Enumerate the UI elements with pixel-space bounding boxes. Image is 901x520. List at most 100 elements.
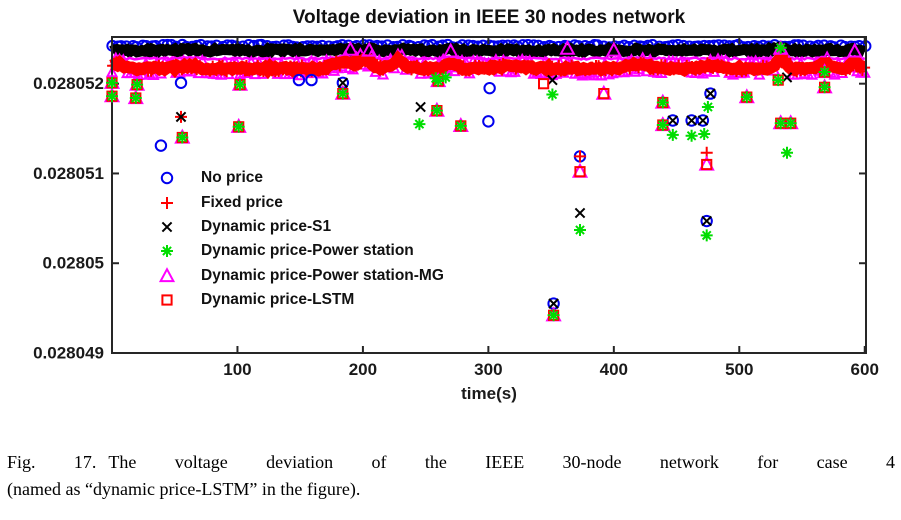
- point-lstm: [574, 166, 586, 178]
- band-marker-fixed_price: [292, 61, 302, 71]
- band-marker-fixed_price: [458, 60, 468, 70]
- point-mg: [361, 41, 378, 57]
- point-power_station: [232, 120, 245, 133]
- band-marker-fixed_price: [782, 54, 792, 64]
- band-marker-fixed_price: [625, 65, 635, 75]
- point-no_price: [482, 115, 495, 128]
- point-no_price: [696, 114, 710, 127]
- band-marker-fixed_price: [554, 59, 564, 69]
- point-power_station: [413, 118, 426, 131]
- point-power_station: [700, 229, 713, 242]
- band-marker-fixed_price: [392, 52, 401, 62]
- caption-text: The voltage deviation of the IEEE 30-nod…: [108, 452, 895, 472]
- caption-line-1: Fig. 17. The voltage deviation of the IEE…: [7, 449, 895, 476]
- point-power_station: [129, 92, 142, 104]
- band-marker-fixed_price: [318, 66, 327, 75]
- band-marker-fixed_price: [241, 60, 251, 69]
- band-marker-fixed_price: [253, 59, 263, 69]
- band-marker-fixed_price: [111, 56, 121, 66]
- band-marker-fixed_price: [669, 66, 679, 76]
- band-marker-fixed_price: [311, 63, 321, 72]
- band-marker-fixed_price: [401, 63, 411, 73]
- y-tick-label: 0.028052: [33, 74, 104, 93]
- legend-label-no_price: No price: [201, 169, 264, 187]
- point-lstm: [701, 158, 713, 171]
- point-power_station: [774, 41, 787, 54]
- x-tick-label: 200: [349, 360, 377, 379]
- point-s1: [697, 115, 709, 126]
- band-marker-fixed_price: [436, 65, 446, 75]
- band-marker-fixed_price: [506, 62, 516, 71]
- legend-item-lstm: Dynamic price-LSTM: [149, 288, 444, 312]
- legend-item-power_station: Dynamic price-Power station: [149, 239, 444, 263]
- band-marker-fixed_price: [653, 66, 663, 76]
- band-marker-fixed_price: [424, 65, 434, 75]
- band-marker-fixed_price: [489, 61, 499, 71]
- legend-marker-triangle-icon: [158, 266, 176, 282]
- band-marker-fixed_price: [841, 67, 851, 77]
- band-marker-fixed_price: [735, 63, 745, 73]
- point-mg: [605, 41, 622, 57]
- band-marker-fixed_price: [378, 66, 388, 76]
- band-marker-fixed_price: [229, 64, 238, 74]
- legend-item-mg: Dynamic price-Power station-MG: [149, 264, 444, 288]
- point-power_station: [772, 74, 785, 87]
- legend-marker-triangle-icon: [158, 266, 176, 282]
- legend-marker-plus-icon: [161, 196, 173, 209]
- band-marker-fixed_price: [572, 67, 582, 77]
- band-marker-fixed_price: [453, 64, 463, 74]
- y-tick-label: 0.028049: [33, 344, 104, 363]
- point-power_station: [774, 117, 787, 130]
- point-power_station: [106, 90, 118, 103]
- band-marker-fixed_price: [573, 61, 583, 71]
- point-s1: [415, 101, 426, 113]
- x-tick-label: 100: [223, 360, 251, 379]
- point-fixed_price: [574, 150, 586, 163]
- point-s1: [547, 74, 558, 86]
- point-power_station: [656, 119, 669, 131]
- legend-item-no_price: No price: [149, 166, 444, 190]
- band-marker-fixed_price: [265, 60, 275, 70]
- legend-label-mg: Dynamic price-Power station-MG: [201, 266, 444, 284]
- legend-marker-plus-icon: [161, 196, 173, 209]
- band-marker-fixed_price: [444, 56, 454, 66]
- band-marker-fixed_price: [146, 67, 156, 77]
- point-power_station: [439, 71, 452, 84]
- point-power_station: [336, 87, 349, 100]
- band-marker-fixed_price: [335, 62, 345, 72]
- band-marker-fixed_price: [680, 66, 690, 76]
- band-fringe-mg: [828, 68, 841, 80]
- band-marker-fixed_price: [195, 60, 205, 70]
- band-marker-fixed_price: [481, 63, 491, 73]
- band-marker-fixed_price: [474, 60, 484, 69]
- band-marker-fixed_price: [777, 59, 787, 69]
- point-power_station: [547, 309, 560, 322]
- band-marker-fixed_price: [617, 63, 627, 73]
- point-power_station: [106, 76, 118, 89]
- band-marker-fixed_price: [674, 59, 684, 69]
- series-points-fixed_price: [175, 110, 713, 163]
- band-marker-fixed_price: [788, 66, 797, 76]
- point-power_station: [176, 131, 189, 144]
- legend-marker-circle-icon: [160, 171, 174, 185]
- legend-marker-asterisk-icon: [161, 245, 173, 258]
- band-marker-fixed_price: [708, 64, 718, 74]
- point-power_station: [234, 78, 246, 91]
- band-marker-fixed_price: [634, 64, 644, 74]
- point-power_station: [701, 101, 714, 113]
- point-no_price: [174, 76, 188, 89]
- series-points-s1: [175, 72, 793, 309]
- band-marker-fixed_price: [154, 59, 164, 69]
- point-mg: [342, 40, 359, 56]
- point-power_station: [818, 81, 831, 94]
- band-marker-fixed_price: [848, 58, 858, 68]
- point-power_station: [781, 146, 793, 159]
- point-power_station: [429, 72, 442, 85]
- band-marker-fixed_price: [129, 65, 139, 75]
- band-marker-fixed_price: [244, 67, 254, 77]
- point-power_station: [131, 78, 144, 91]
- point-mg: [442, 42, 459, 58]
- point-s1: [701, 215, 713, 227]
- caption-line-2: (named as “dynamic price-LSTM” in the fi…: [7, 479, 361, 499]
- point-s1: [337, 77, 349, 89]
